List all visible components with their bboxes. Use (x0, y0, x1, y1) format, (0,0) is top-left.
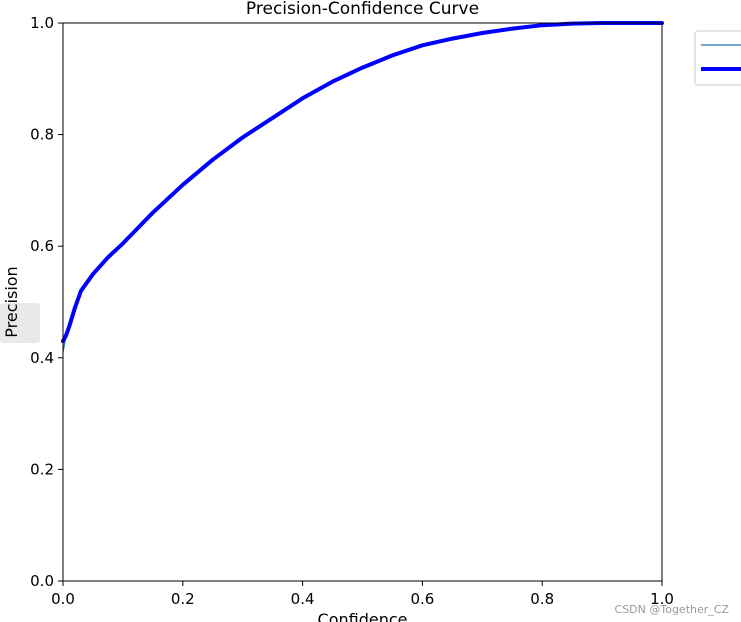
y-axis: 0.0 0.2 0.4 0.6 0.8 1.0 (30, 14, 63, 590)
legend (694, 30, 741, 86)
y-axis-title: Precision (2, 266, 21, 337)
ylabel-highlight (0, 303, 40, 343)
x-tick-label: 0.6 (410, 590, 434, 608)
y-tick-label: 0.8 (30, 126, 54, 144)
y-tick-label: 0.4 (30, 349, 54, 367)
x-tick-label: 0.2 (171, 590, 195, 608)
legend-box (694, 30, 741, 86)
watermark-text: CSDN @Together_CZ (614, 603, 729, 616)
chart-title: Precision-Confidence Curve (246, 0, 479, 19)
y-tick-label: 0.6 (30, 237, 54, 255)
x-tick-label: 0.8 (530, 590, 554, 608)
legend-entries (701, 44, 741, 71)
x-axis: 0.0 0.2 0.4 0.6 0.8 1.0 (51, 581, 674, 608)
x-tick-label: 0.4 (291, 590, 315, 608)
series-layer (61, 21, 664, 353)
y-tick-label: 0.0 (30, 572, 54, 590)
plot-frame (62, 22, 663, 582)
x-tick-label: 0.0 (51, 590, 75, 608)
x-axis-title: Confidence (318, 610, 408, 622)
series-line-2 (61, 21, 664, 344)
y-tick-label: 0.2 (30, 460, 54, 478)
x-tick-label: 1.0 (650, 590, 674, 608)
series-line-1 (62, 22, 663, 353)
y-tick-label: 1.0 (30, 14, 54, 32)
